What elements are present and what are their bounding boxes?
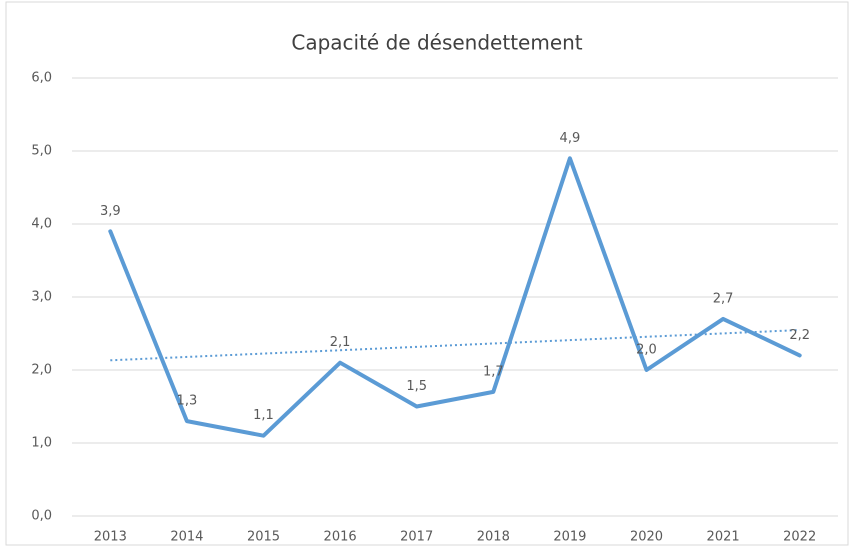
data-label: 4,9 bbox=[560, 131, 581, 146]
chart-frame bbox=[5, 1, 849, 546]
chart-title: Capacité de désendettement bbox=[291, 31, 582, 55]
x-tick-label: 2015 bbox=[247, 530, 280, 545]
data-label: 2,0 bbox=[636, 343, 657, 358]
data-label: 3,9 bbox=[100, 204, 121, 219]
x-tick-label: 2022 bbox=[783, 530, 816, 545]
data-label: 2,7 bbox=[713, 291, 734, 306]
x-tick-label: 2021 bbox=[707, 530, 740, 545]
data-line bbox=[108, 156, 802, 438]
x-tick-label: 2013 bbox=[94, 530, 127, 545]
data-label: 2,1 bbox=[330, 335, 351, 350]
y-tick-label: 6,0 bbox=[31, 71, 52, 86]
y-tick-label: 2,0 bbox=[31, 363, 52, 378]
data-label: 1,5 bbox=[406, 379, 427, 394]
data-label: 1,7 bbox=[483, 364, 504, 379]
x-tick-label: 2020 bbox=[630, 530, 663, 545]
x-tick-label: 2017 bbox=[400, 530, 433, 545]
x-tick-label: 2014 bbox=[170, 530, 203, 545]
data-label: 1,3 bbox=[177, 394, 198, 409]
data-label: 1,1 bbox=[253, 408, 274, 423]
data-label: 2,2 bbox=[789, 328, 810, 343]
y-tick-label: 5,0 bbox=[31, 144, 52, 159]
x-tick-label: 2019 bbox=[553, 530, 586, 545]
y-tick-label: 4,0 bbox=[31, 217, 52, 232]
x-tick-label: 2016 bbox=[324, 530, 357, 545]
y-tick-label: 0,0 bbox=[31, 509, 52, 524]
x-tick-label: 2018 bbox=[477, 530, 510, 545]
y-tick-label: 3,0 bbox=[31, 290, 52, 305]
trendline bbox=[110, 329, 800, 362]
y-tick-label: 1,0 bbox=[31, 436, 52, 451]
